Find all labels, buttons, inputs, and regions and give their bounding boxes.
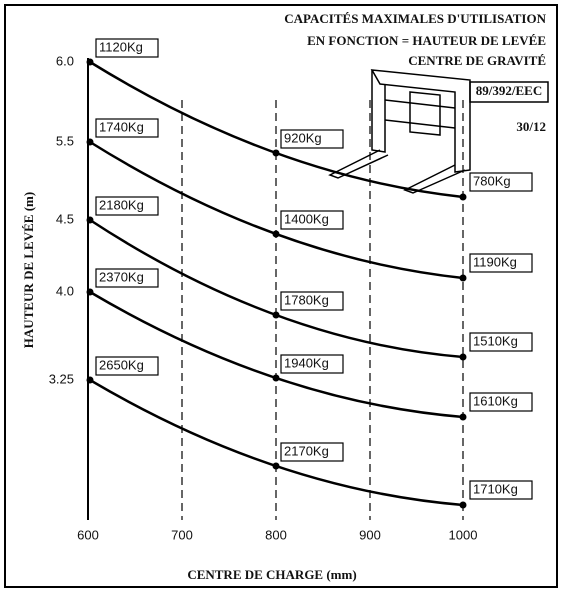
curve-point <box>272 311 280 319</box>
curve-point <box>459 413 467 421</box>
capacity-label: 1710Kg <box>473 481 518 496</box>
capacity-label: 780Kg <box>473 173 511 188</box>
capacity-label: 2180Kg <box>99 197 144 212</box>
capacity-label: 1610Kg <box>473 393 518 408</box>
curve-point <box>459 193 467 201</box>
capacity-box <box>280 210 344 230</box>
title-line: CAPACITÉS MAXIMALES D'UTILISATION <box>284 11 546 26</box>
x-tick-label: 800 <box>265 527 287 542</box>
fork-illustration <box>328 69 471 194</box>
height-label: 4.5 <box>56 211 74 226</box>
capacity-label: 1740Kg <box>99 119 144 134</box>
curve-point <box>86 216 94 224</box>
capacity-label: 1400Kg <box>284 211 329 226</box>
directive: 89/392/EEC <box>476 83 542 98</box>
curve-point <box>459 353 467 361</box>
capacity-box <box>469 392 533 412</box>
curve-point <box>272 149 280 157</box>
capacity-box <box>469 253 533 273</box>
curve-point <box>86 58 94 66</box>
capacity-box <box>95 38 159 58</box>
curve-point <box>272 374 280 382</box>
capacity-box <box>280 129 344 149</box>
capacity-box <box>95 118 159 138</box>
curve-point <box>459 274 467 282</box>
curve-point <box>272 462 280 470</box>
x-tick-label: 900 <box>359 527 381 542</box>
frame <box>4 4 558 588</box>
title-line: EN FONCTION = HAUTEUR DE LEVÉE <box>307 33 546 48</box>
curve-point <box>86 376 94 384</box>
capacity-label: 1510Kg <box>473 333 518 348</box>
capacity-box <box>280 354 344 374</box>
code: 30/12 <box>516 119 546 134</box>
capacity-label: 1190Kg <box>473 254 517 269</box>
height-label: 6.0 <box>56 53 74 68</box>
curve-point <box>86 288 94 296</box>
x-axis-label: CENTRE DE CHARGE (mm) <box>187 567 356 582</box>
capacity-label: 1780Kg <box>284 292 329 307</box>
capacity-box <box>469 480 533 500</box>
capacity-label: 2370Kg <box>99 269 144 284</box>
capacity-label: 920Kg <box>284 130 322 145</box>
capacity-box <box>95 356 159 376</box>
capacity-label: 1940Kg <box>284 355 329 370</box>
capacity-box <box>280 442 344 462</box>
curve-point <box>272 230 280 238</box>
title-line: CENTRE DE GRAVITÉ <box>408 53 546 68</box>
capacity-box <box>95 196 159 216</box>
capacity-label: 2650Kg <box>99 357 144 372</box>
y-axis-label: HAUTEUR DE LEVÉE (m) <box>21 192 36 348</box>
height-label: 4.0 <box>56 283 74 298</box>
capacity-box <box>95 268 159 288</box>
capacity-label: 1120Kg <box>99 39 143 54</box>
x-tick-label: 1000 <box>449 527 478 542</box>
x-tick-label: 700 <box>171 527 193 542</box>
capacity-box <box>469 172 533 192</box>
height-label: 5.5 <box>56 133 74 148</box>
capacity-box <box>280 291 344 311</box>
capacity-label: 2170Kg <box>284 443 329 458</box>
capacity-box <box>469 332 533 352</box>
curve-point <box>459 501 467 509</box>
x-tick-label: 600 <box>77 527 99 542</box>
curve-point <box>86 138 94 146</box>
height-label: 3.25 <box>49 371 74 386</box>
